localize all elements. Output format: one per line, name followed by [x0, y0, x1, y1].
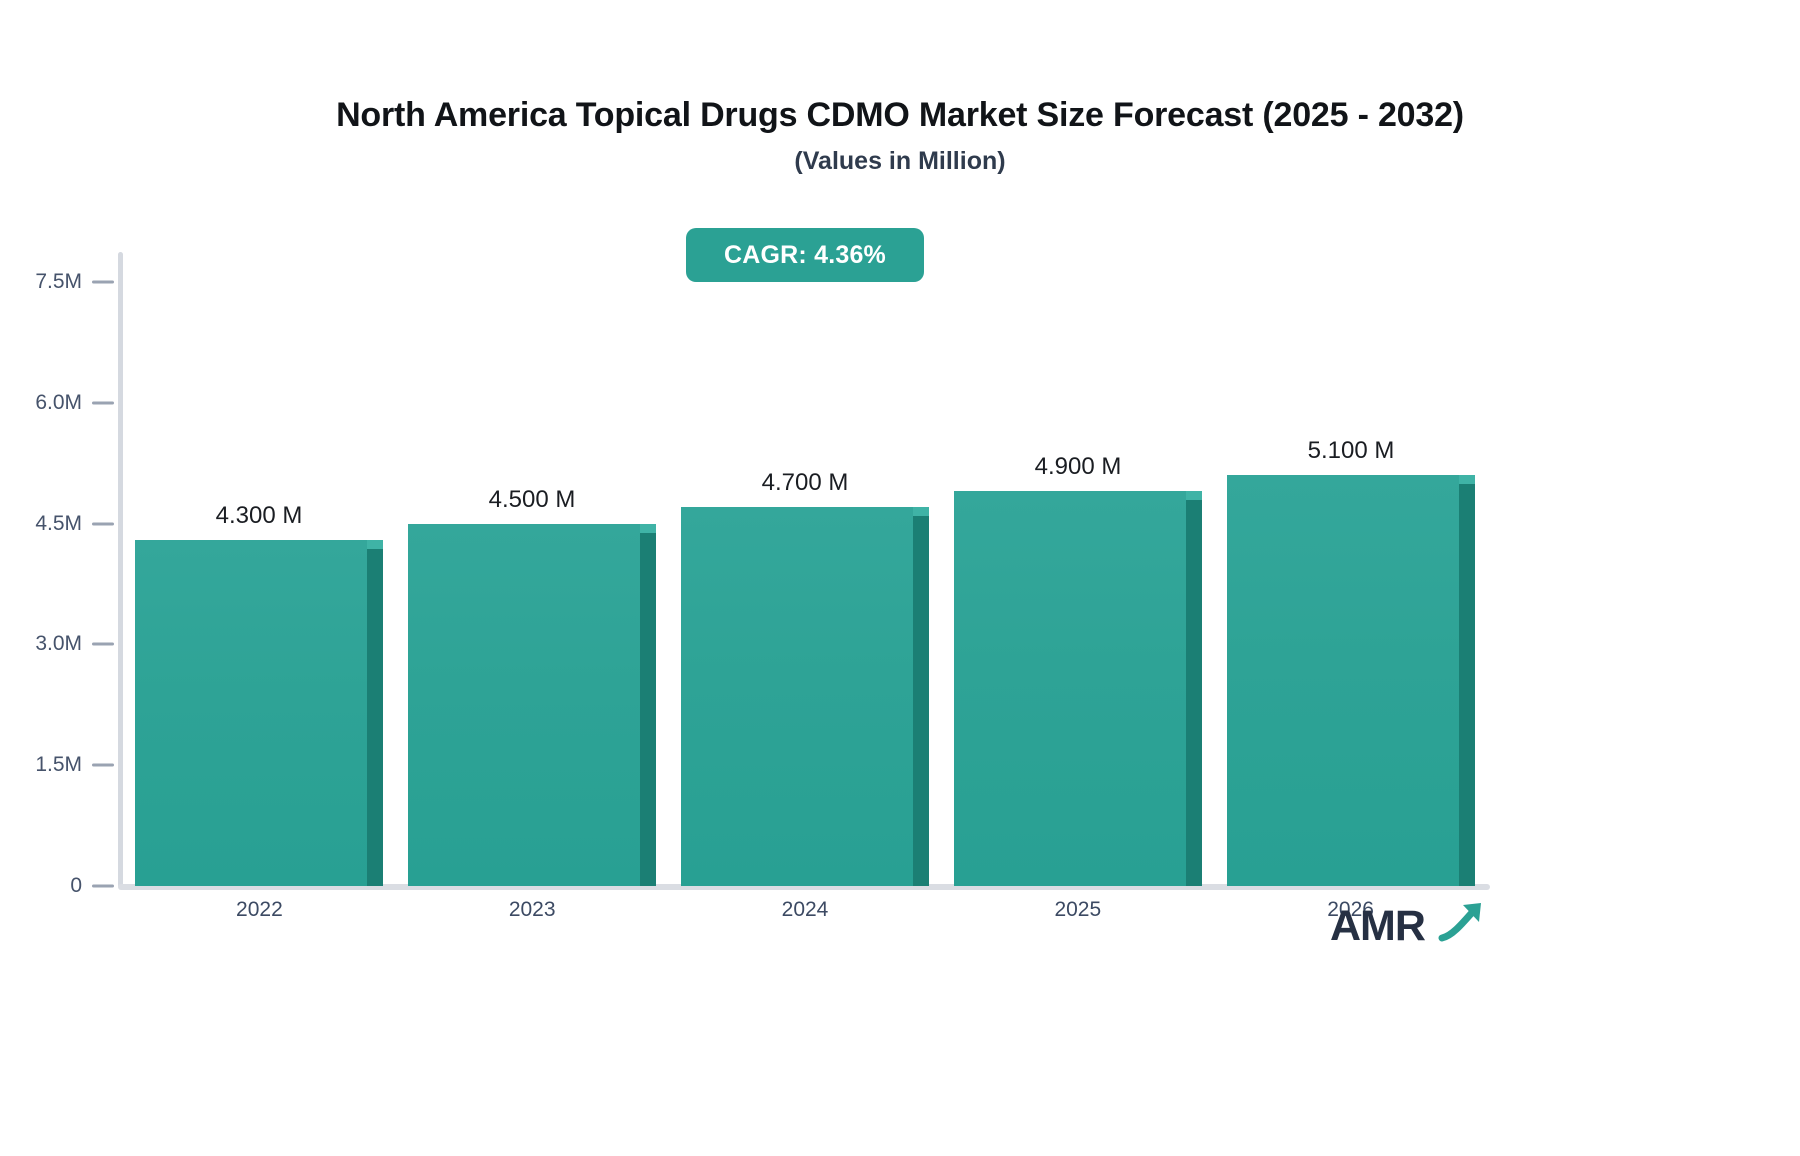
amr-logo-text: AMR — [1330, 901, 1426, 950]
y-axis-tick-label: 3.0M — [35, 632, 82, 656]
bar-face — [408, 523, 640, 886]
y-axis-tick-mark — [92, 280, 114, 284]
bar-top-highlight — [1186, 491, 1202, 501]
y-axis-tick-mark — [92, 763, 114, 767]
x-axis-line — [118, 884, 1490, 890]
x-axis-tick-label: 2024 — [781, 898, 829, 921]
cagr-badge-label: CAGR: 4.36% — [724, 240, 886, 269]
bar-top-highlight — [913, 507, 929, 517]
bar-side-shadow — [640, 532, 656, 886]
y-axis-tick-mark — [92, 401, 114, 405]
y-axis-tick-label: 1.5M — [35, 753, 82, 777]
bar[interactable] — [954, 491, 1202, 886]
y-axis-line — [118, 252, 123, 888]
y-axis-tick-mark — [92, 884, 114, 888]
bar-value-label: 4.900 M — [1034, 453, 1122, 481]
bar-face — [1227, 475, 1459, 886]
bar[interactable] — [135, 539, 383, 886]
y-axis-tick-label: 7.5M — [35, 270, 82, 293]
bar[interactable] — [681, 507, 929, 886]
bar-top-highlight — [367, 539, 383, 549]
bar-side-shadow — [1186, 500, 1202, 886]
bar-side-shadow — [913, 516, 929, 886]
bar-side-shadow — [367, 548, 383, 886]
y-axis-tick-mark — [92, 522, 114, 526]
bar-value-label: 4.700 M — [761, 469, 849, 497]
bar-top-highlight — [640, 523, 656, 533]
bar-face — [135, 539, 367, 886]
x-axis-tick-label: 2022 — [236, 898, 283, 921]
bar[interactable] — [408, 523, 656, 886]
y-axis-tick-label: 6.0M — [35, 390, 82, 414]
bar-top-highlight — [1459, 475, 1475, 485]
x-axis-tick-label: 2025 — [1054, 898, 1102, 921]
bar-value-label: 5.100 M — [1307, 437, 1395, 465]
cagr-badge: CAGR: 4.36% — [686, 228, 924, 282]
page-title: North America Topical Drugs CDMO Market … — [336, 96, 1464, 134]
chart-subtitle: (Values in Million) — [794, 147, 1006, 175]
x-axis-tick-label: 2023 — [508, 898, 556, 921]
bar-face — [681, 507, 913, 886]
y-axis-tick-label: 4.5M — [35, 511, 82, 535]
y-axis-tick-label: 0 — [70, 874, 82, 897]
x-axis-tick-label: 2026 — [1327, 898, 1374, 921]
trend-up-arrow-icon — [1438, 903, 1481, 942]
amr-logo: AMR — [1330, 896, 1481, 956]
bar-side-shadow — [1459, 484, 1475, 886]
bar-value-label: 4.500 M — [488, 485, 576, 513]
bar-face — [954, 491, 1186, 886]
y-axis-tick-mark — [92, 642, 114, 646]
bar-value-label: 4.300 M — [215, 501, 303, 529]
bar[interactable] — [1227, 475, 1475, 886]
